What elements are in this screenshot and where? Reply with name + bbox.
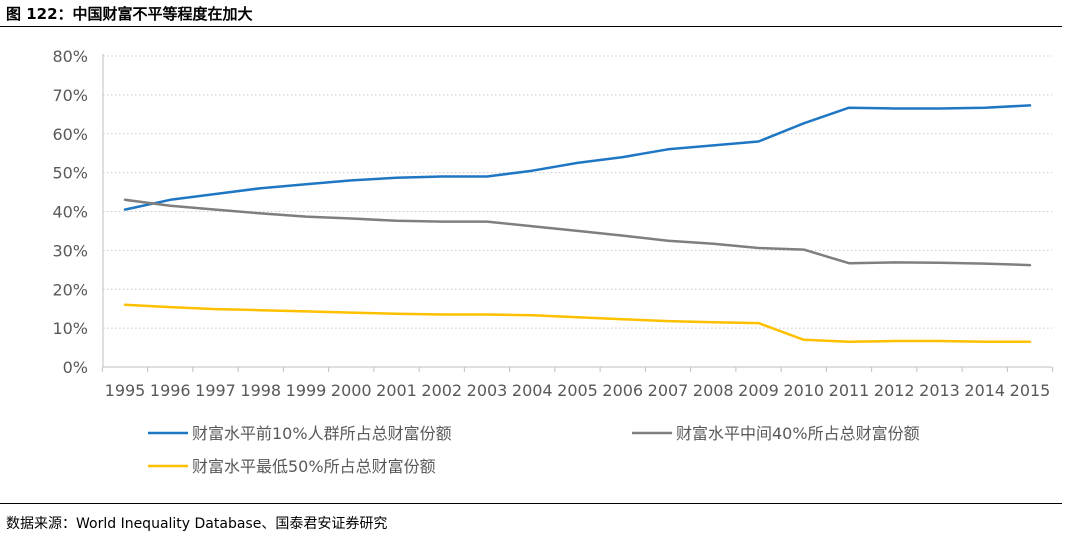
x-tick-label: 1997 xyxy=(195,381,236,400)
y-tick-label: 50% xyxy=(52,164,88,183)
x-tick-label: 2001 xyxy=(376,381,417,400)
y-tick-label: 0% xyxy=(63,358,88,377)
y-tick-label: 10% xyxy=(52,319,88,338)
axes: 0%10%20%30%40%50%60%70%80%1995 1996 1997 19… xyxy=(52,47,1054,400)
x-tick-label: 2002 xyxy=(421,381,462,400)
series-line xyxy=(123,104,1032,211)
y-tick-label: 80% xyxy=(52,47,88,66)
x-tick-label: 2012 xyxy=(874,381,915,400)
legend-label: 财富水平前10%人群所占总财富份额 xyxy=(192,424,452,443)
x-tick-label: 2014 xyxy=(964,381,1005,400)
y-tick-label: 30% xyxy=(52,241,88,260)
series-line xyxy=(123,303,1032,343)
series-line xyxy=(123,198,1032,267)
x-tick-label: 2000 xyxy=(331,381,372,400)
y-tick-label: 20% xyxy=(52,280,88,299)
y-tick-label: 40% xyxy=(52,203,88,222)
legend-label: 财富水平最低50%所占总财富份额 xyxy=(192,457,436,476)
legend-label: 财富水平中间40%所占总财富份额 xyxy=(676,424,920,443)
x-tick-label: 1996 xyxy=(150,381,191,400)
x-tick-label: 1995 xyxy=(105,381,146,400)
x-tick-label: 2008 xyxy=(693,381,734,400)
line-chart: 0%10%20%30%40%50%60%70%80%1995 1996 1997 19… xyxy=(52,47,1054,476)
x-tick-label: 2005 xyxy=(557,381,598,400)
figure-title: 图 122：中国财富不平等程度在加大 xyxy=(6,5,253,23)
x-tick-label: 2007 xyxy=(648,381,689,400)
x-tick-label: 2015 xyxy=(1010,381,1051,400)
x-tick-label: 2009 xyxy=(738,381,779,400)
gridlines xyxy=(103,55,1052,329)
bottom-rule xyxy=(0,503,1062,504)
x-tick-label: 1999 xyxy=(286,381,327,400)
x-tick-label: 2003 xyxy=(467,381,508,400)
x-tick-label: 2013 xyxy=(919,381,960,400)
x-tick-label: 1998 xyxy=(240,381,281,400)
legend: 财富水平前10%人群所占总财富份额 财富水平中间40%所占总财富份额财富水平最低5… xyxy=(148,424,920,476)
y-tick-label: 60% xyxy=(52,125,88,144)
source-note: 数据来源：World Inequality Database、国泰君安证券研究 xyxy=(6,516,388,532)
x-tick-label: 2011 xyxy=(829,381,870,400)
series-lines xyxy=(123,104,1032,343)
x-tick-label: 2010 xyxy=(783,381,824,400)
x-tick-label: 2004 xyxy=(512,381,553,400)
top-rule xyxy=(0,26,1062,27)
x-tick-label: 2006 xyxy=(602,381,643,400)
y-tick-label: 70% xyxy=(52,86,88,105)
